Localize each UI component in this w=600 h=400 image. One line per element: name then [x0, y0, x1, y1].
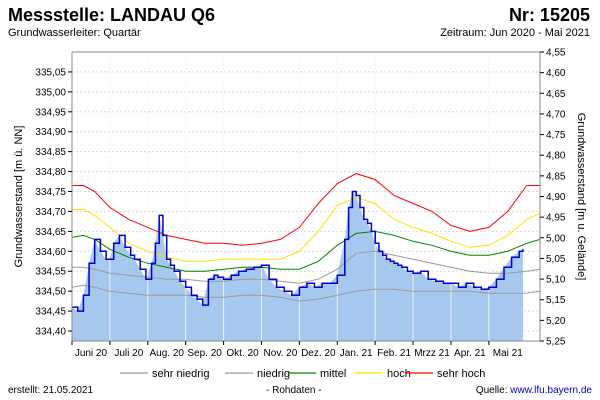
left-tick-label: 334,55 — [35, 267, 66, 278]
x-tick-label: Apr. 21 — [454, 348, 486, 359]
x-tick-label: Juni 20 — [75, 348, 108, 359]
right-tick-label: 4,75 — [546, 130, 566, 141]
series-layer — [71, 173, 541, 302]
right-tick-label: 5,10 — [546, 275, 566, 286]
right-axis-label: Grundwasserstand [m u. Gelände] — [575, 113, 587, 281]
left-axis: 335,05 335,00 334,95 334,90 334,85 334,80 334,… — [35, 67, 72, 338]
period-label: Zeitraum: Jun 2020 - Mai 2021 — [440, 27, 590, 39]
series-hoch — [72, 196, 541, 262]
right-tick-label: 5,20 — [546, 316, 566, 327]
right-tick-label: 4,85 — [546, 171, 566, 182]
right-tick-label: 4,65 — [546, 89, 566, 100]
source-label: Quelle: — [475, 385, 511, 396]
legend-label-niedrig: niedrig — [257, 368, 290, 380]
x-tick-label: Juli 20 — [114, 348, 143, 359]
right-tick-label: 4,90 — [546, 192, 566, 203]
created-date: erstellt: 21.05.2021 — [8, 385, 94, 396]
left-tick-label: 334,90 — [35, 127, 66, 138]
page-title: Messstelle: LANDAU Q6 — [8, 5, 216, 25]
left-tick-label: 334,85 — [35, 147, 66, 158]
left-tick-label: 334,75 — [35, 187, 66, 198]
right-tick-label: 4,70 — [546, 109, 566, 120]
right-tick-label: 4,80 — [546, 151, 566, 162]
measured-layer — [72, 190, 524, 312]
left-tick-label: 334,65 — [35, 227, 66, 238]
raw-data-note: - Rohdaten - — [266, 385, 322, 396]
x-tick-label: Aug. 20 — [149, 348, 184, 359]
measured-fill-layer — [72, 52, 523, 341]
left-tick-label: 334,80 — [35, 167, 66, 178]
legend-label-sehr-niedrig: sehr niedrig — [152, 368, 209, 380]
x-tick-label: Feb. 21 — [377, 348, 411, 359]
x-tick-label: Dez. 20 — [301, 348, 336, 359]
x-tick-label: Okt. 20 — [226, 348, 259, 359]
right-tick-label: 4,95 — [546, 213, 566, 224]
legend-label-sehr-hoch: sehr hoch — [437, 368, 485, 380]
legend-label-hoch: hoch — [387, 368, 411, 380]
x-tick-label: Sep. 20 — [187, 348, 222, 359]
aquifer-label: Grundwasserleiter: Quartär — [8, 27, 141, 39]
measured-area — [72, 191, 523, 341]
right-tick-label: 5,25 — [546, 337, 566, 348]
right-tick-label: 5,05 — [546, 254, 566, 265]
right-tick-label: 4,55 — [546, 48, 566, 59]
x-tick-label: Mrzz 21 — [414, 348, 450, 359]
measured-line — [72, 190, 524, 312]
legend-label-mittel: mittel — [320, 368, 346, 380]
right-axis: 4,55 4,60 4,65 4,70 4,75 4,80 4,85 4,90 4,95 5,00… — [540, 48, 566, 348]
left-tick-label: 335,05 — [35, 67, 66, 78]
left-tick-label: 334,45 — [35, 307, 66, 318]
series-niedrig — [72, 250, 541, 284]
series-sehr-niedrig — [71, 284, 541, 302]
x-tick-label: Nov. 20 — [264, 348, 298, 359]
left-axis-label: Grundwasserstand [m ü. NN] — [13, 126, 25, 268]
left-tick-label: 334,95 — [35, 107, 66, 118]
x-tick-label: Mai 21 — [493, 348, 523, 359]
x-tick-label: Jan. 21 — [340, 348, 373, 359]
right-tick-label: 5,15 — [546, 295, 566, 306]
source-note: Quelle: www.lfu.bayern.de — [476, 385, 592, 396]
right-tick-label: 4,60 — [546, 68, 566, 79]
station-number: Nr: 15205 — [508, 5, 590, 25]
left-tick-label: 334,70 — [35, 207, 66, 218]
left-tick-label: 334,40 — [35, 327, 66, 338]
left-tick-label: 334,50 — [35, 287, 66, 298]
left-tick-label: 335,00 — [35, 87, 66, 98]
legend: sehr niedrig niedrig mittel hoch sehr hoch — [120, 368, 485, 380]
source-link[interactable]: www.lfu.bayern.de — [510, 385, 592, 396]
right-tick-label: 5,00 — [546, 233, 566, 244]
series-sehr-hoch — [72, 173, 540, 246]
left-tick-label: 334,60 — [35, 247, 66, 258]
x-axis: Juni 20 Juli 20 Aug. 20 Sep. 20 Okt. 20 Nov. … — [71, 341, 523, 359]
